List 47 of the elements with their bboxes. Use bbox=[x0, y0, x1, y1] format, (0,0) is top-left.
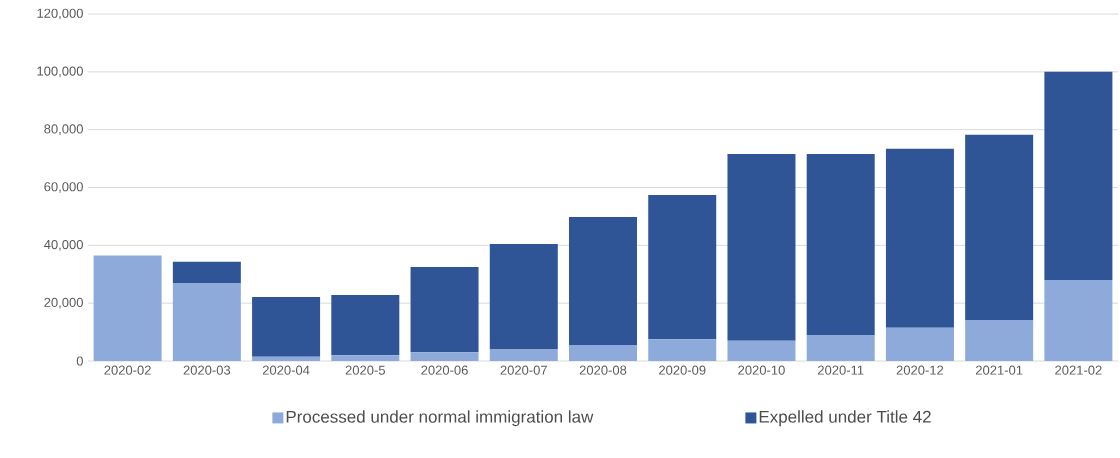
bar bbox=[1044, 280, 1113, 361]
x-tick-label: 2020-09 bbox=[659, 365, 706, 375]
bar bbox=[252, 356, 321, 361]
legend-label: Processed under normal immigration law bbox=[286, 410, 594, 427]
x-tick-label: 2020-06 bbox=[421, 365, 468, 375]
bar bbox=[727, 153, 796, 341]
y-tick-label: 40,000 bbox=[44, 239, 83, 251]
bar bbox=[172, 282, 241, 361]
bar bbox=[331, 355, 400, 361]
x-tick-label: 2021-01 bbox=[975, 365, 1023, 375]
y-tick-label: 60,000 bbox=[44, 182, 83, 193]
x-tick-label: 2020-11 bbox=[817, 365, 864, 375]
bar bbox=[965, 320, 1034, 361]
x-tick-label: 2020-5 bbox=[345, 365, 385, 375]
y-tick-label: 80,000 bbox=[44, 124, 83, 136]
x-tick-label: 2020-08 bbox=[579, 365, 627, 375]
bar bbox=[410, 352, 479, 361]
x-tick-label: 2020-03 bbox=[183, 365, 231, 375]
x-tick-label: 2020-12 bbox=[896, 365, 944, 375]
bar bbox=[569, 345, 637, 361]
bar bbox=[569, 216, 637, 346]
x-tick-label: 2021-02 bbox=[1055, 365, 1102, 375]
y-tick-label: 100,000 bbox=[37, 66, 83, 78]
bar bbox=[965, 134, 1034, 321]
bar bbox=[806, 334, 875, 361]
y-tick-label: 120,000 bbox=[37, 8, 83, 20]
x-tick-label: 2020-02 bbox=[104, 365, 151, 375]
bar bbox=[93, 255, 162, 361]
bar bbox=[331, 295, 400, 356]
bar bbox=[489, 349, 558, 361]
bar bbox=[1044, 71, 1113, 281]
bar bbox=[489, 243, 558, 350]
bar bbox=[648, 195, 717, 340]
bar bbox=[806, 153, 875, 335]
bar bbox=[252, 297, 321, 357]
bar bbox=[172, 261, 241, 283]
y-tick-label: 20,000 bbox=[44, 297, 83, 309]
bar bbox=[885, 148, 954, 328]
bar bbox=[727, 340, 796, 361]
bar bbox=[410, 267, 479, 353]
x-tick-label: 2020-04 bbox=[262, 365, 310, 375]
x-tick-label: 2020-07 bbox=[500, 365, 547, 375]
bar bbox=[648, 339, 717, 361]
y-tick-label: 0 bbox=[76, 356, 83, 366]
x-tick-label: 2020-10 bbox=[738, 365, 785, 375]
legend-label: Expelled under Title 42 bbox=[759, 410, 931, 427]
bar bbox=[885, 327, 954, 361]
